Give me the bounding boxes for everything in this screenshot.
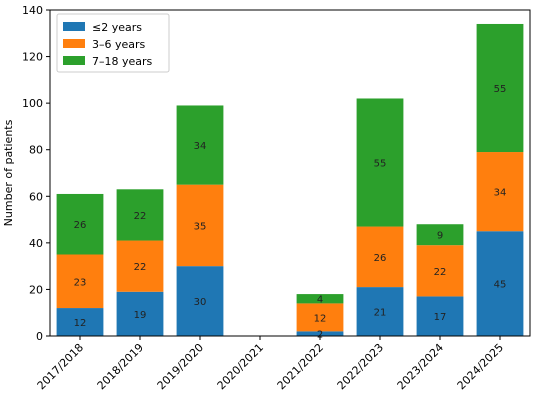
legend-label-2: 3–6 years	[92, 38, 146, 51]
x-tick-label-3: 2019/2020	[155, 341, 206, 392]
bar-3-8	[476, 23, 524, 153]
x-tick-label-2: 2018/2019	[95, 341, 146, 392]
bar-1-2	[116, 291, 164, 336]
x-tick-label-8: 2024/2025	[455, 341, 506, 392]
x-tick-label-7: 2023/2024	[395, 341, 446, 392]
data-label-2-2: 22	[134, 262, 147, 273]
data-label-2-6: 26	[374, 253, 387, 264]
y-tick-label-4: 80	[29, 144, 43, 157]
legend-swatch-3	[63, 56, 85, 65]
data-label-3-8: 55	[494, 84, 507, 95]
bar-3-7	[416, 224, 464, 246]
x-tick-label-4: 2020/2021	[215, 341, 266, 392]
bar-1-1	[56, 308, 104, 336]
data-label-2-1: 23	[74, 277, 87, 288]
bar-1-7	[416, 296, 464, 336]
bar-2-1	[56, 254, 104, 309]
y-tick-label-2: 40	[29, 237, 43, 250]
bar-2-3	[176, 184, 224, 267]
bar-3-1	[56, 193, 104, 255]
plot-bars	[56, 23, 524, 336]
legend-swatch-2	[63, 39, 85, 48]
data-label-2-3: 35	[194, 221, 207, 232]
bar-2-5	[296, 303, 344, 332]
bar-3-5	[296, 294, 344, 304]
data-label-1-1: 12	[74, 318, 87, 329]
data-label-1-8: 45	[494, 280, 507, 291]
bar-1-3	[176, 266, 224, 336]
data-label-3-2: 22	[134, 211, 147, 222]
y-tick-label-5: 100	[22, 97, 43, 110]
y-axis-label: Number of patients	[2, 119, 15, 226]
y-tick-label-7: 140	[22, 4, 43, 17]
bar-1-6	[356, 287, 404, 336]
bar-3-6	[356, 98, 404, 227]
data-label-3-7: 9	[437, 231, 443, 242]
x-tick-label-5: 2021/2022	[275, 341, 326, 392]
x-tick-label-6: 2022/2023	[335, 341, 386, 392]
bar-3-3	[176, 105, 224, 185]
data-label-1-3: 30	[194, 297, 207, 308]
data-label-2-8: 34	[494, 188, 507, 199]
data-label-1-7: 17	[434, 312, 447, 323]
data-label-3-6: 55	[374, 159, 387, 170]
legend-label-1: ≤2 years	[92, 21, 142, 34]
y-tick-label-1: 20	[29, 283, 43, 296]
data-label-3-1: 26	[74, 220, 87, 231]
data-label-1-6: 21	[374, 308, 387, 319]
y-tick-label-3: 60	[29, 190, 43, 203]
bar-1-8	[476, 231, 524, 336]
legend-swatch-1	[63, 22, 85, 31]
y-tick-label-6: 120	[22, 51, 43, 64]
bar-2-7	[416, 245, 464, 297]
data-label-1-5: 2	[317, 330, 323, 341]
data-label-2-7: 22	[434, 267, 447, 278]
data-label-2-5: 12	[314, 313, 327, 324]
bar-3-2	[116, 189, 164, 241]
bar-1-5	[296, 331, 344, 336]
plot-data-labels: 12 23 26 19 22 22 30 35 34 2 12 4 21 26 55 17 22 9 45 34 55	[74, 84, 507, 341]
data-label-3-5: 4	[317, 295, 323, 306]
data-label-3-3: 34	[194, 141, 207, 152]
plot-frame	[49, 9, 531, 337]
y-tick-label-0: 0	[36, 330, 43, 343]
legend-label-3: 7–18 years	[92, 55, 153, 68]
bar-2-2	[116, 240, 164, 292]
data-label-1-2: 19	[134, 310, 147, 321]
bar-2-8	[476, 152, 524, 232]
bar-2-6	[356, 226, 404, 288]
x-tick-label-1: 2017/2018	[35, 341, 86, 392]
legend: ≤2 years 3–6 years 7–18 years	[56, 13, 170, 73]
